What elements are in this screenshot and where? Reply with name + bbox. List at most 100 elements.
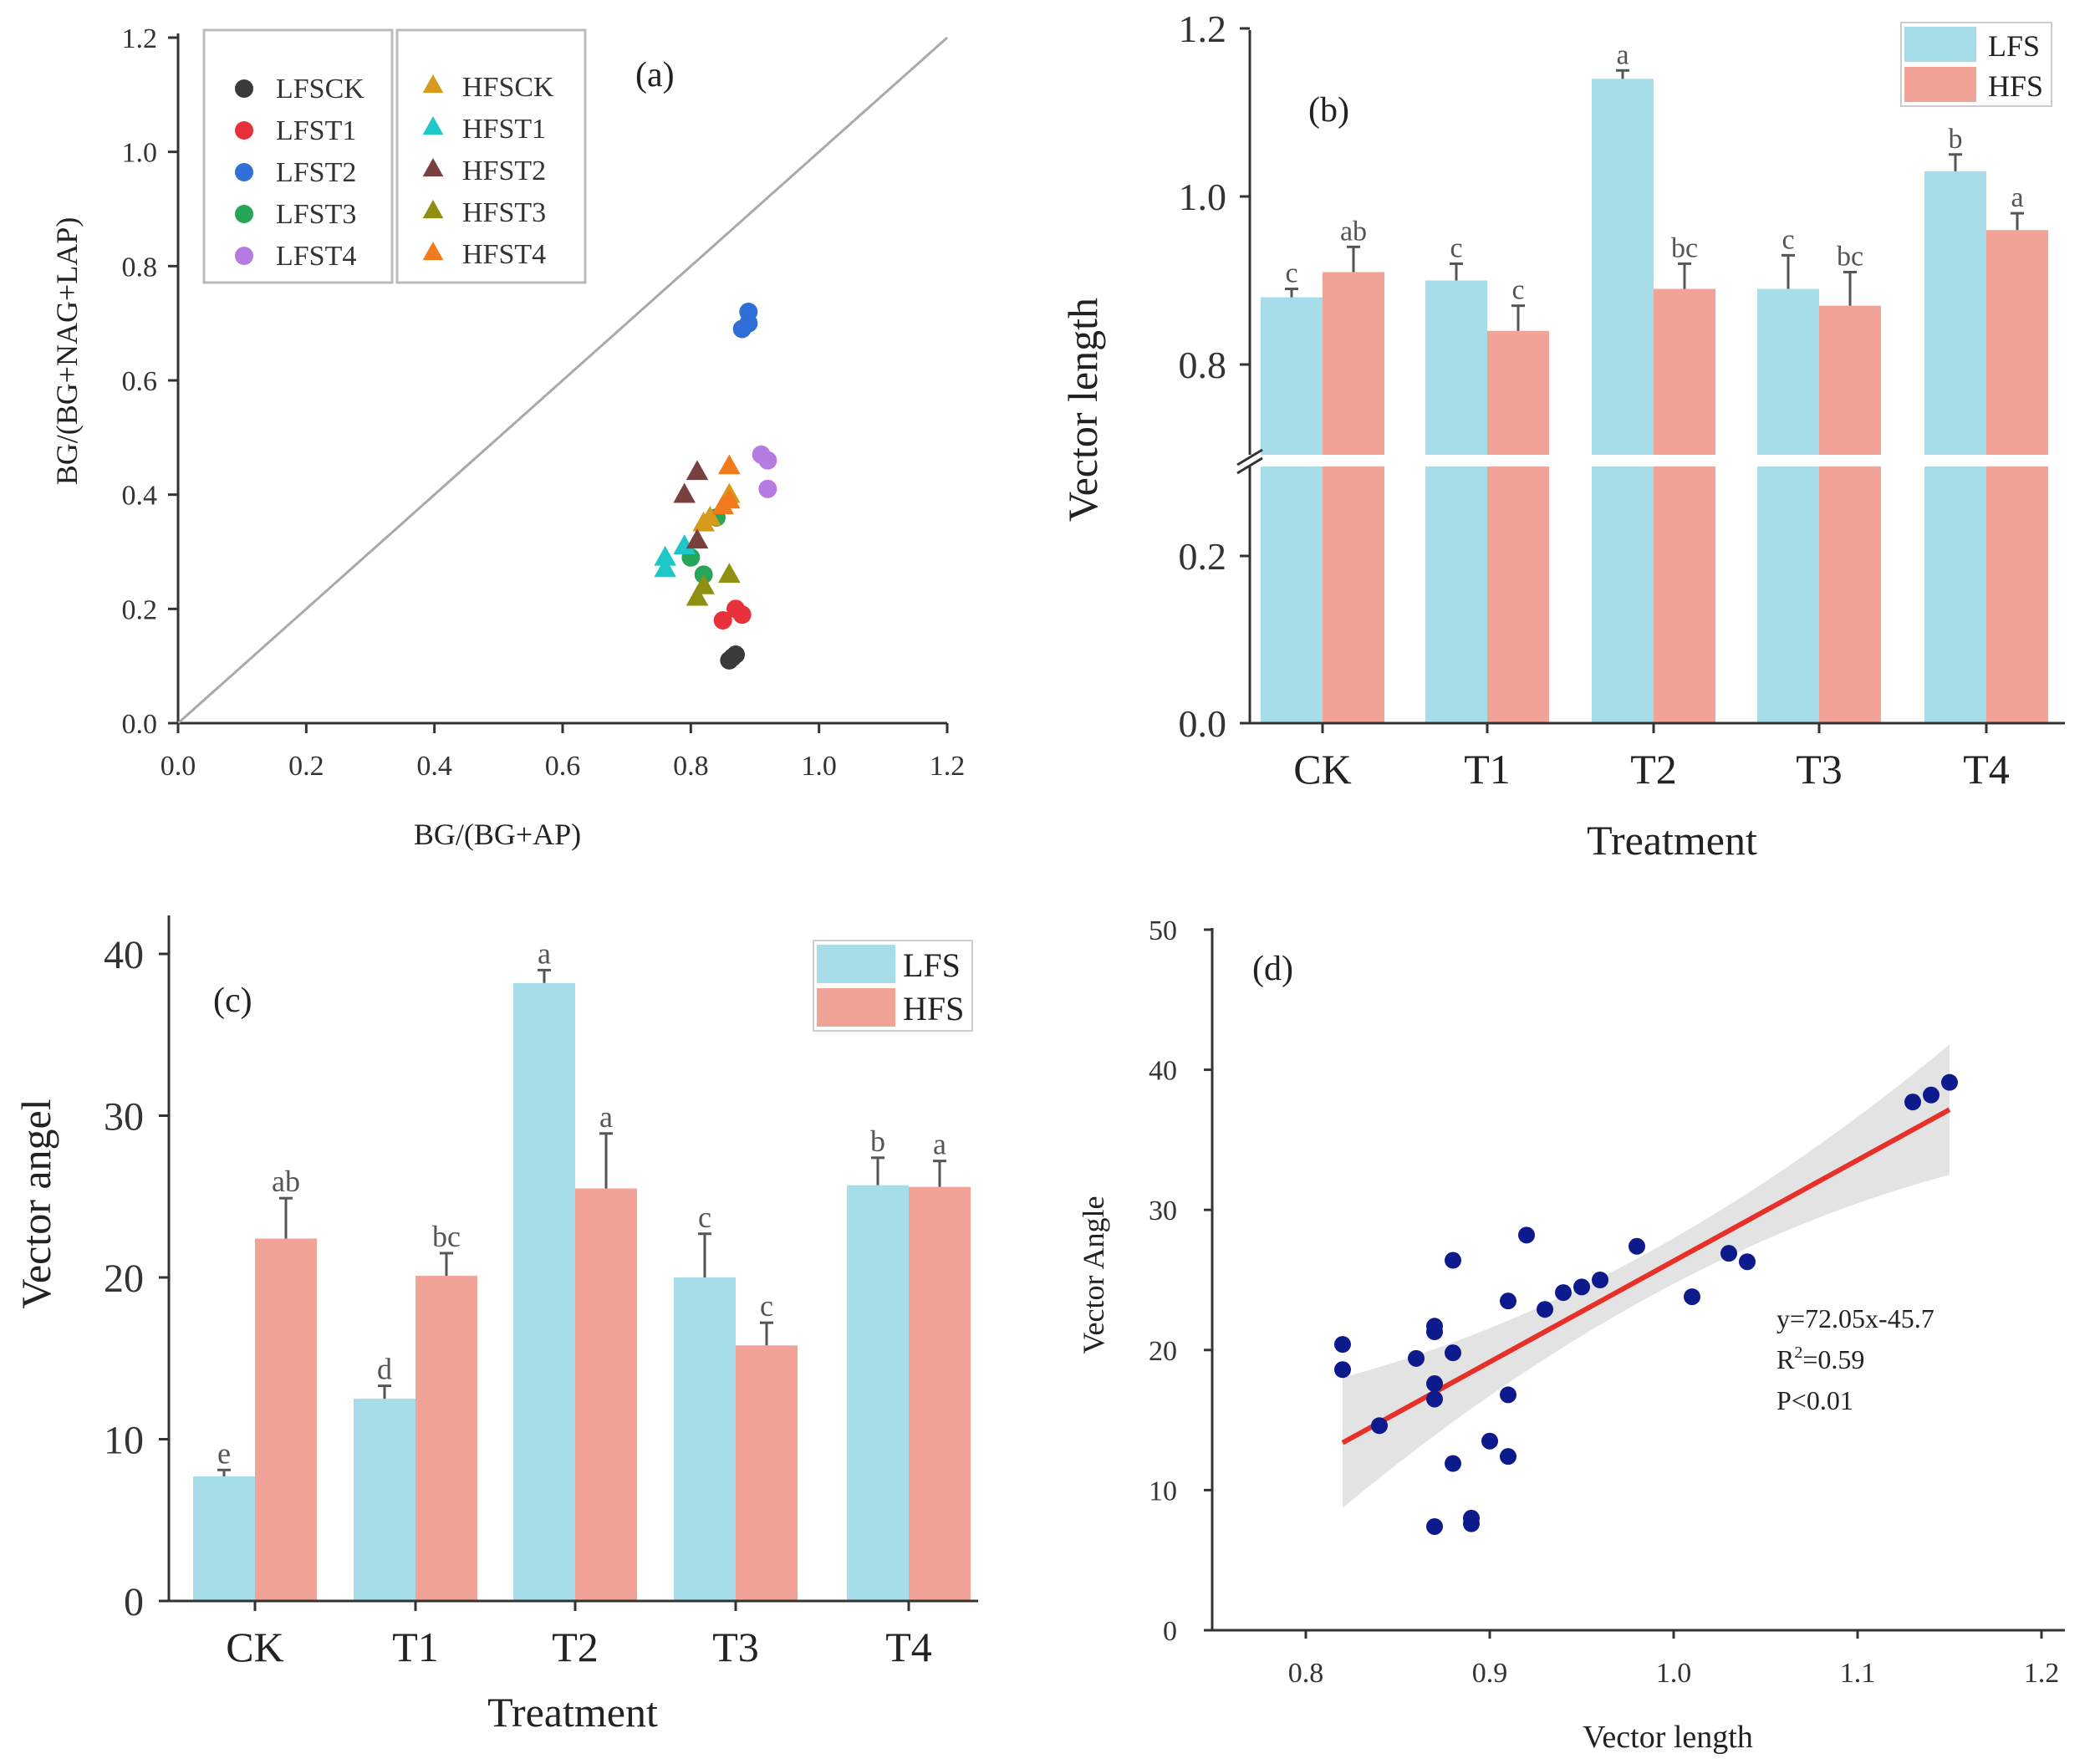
significance-letter: d — [377, 1353, 392, 1386]
legend-items: LFSCK LFST1 LFST2 LFST3 LFST4 HFSCK HFST1 HFST2… — [235, 72, 554, 272]
legend-marker-lfst1 — [235, 121, 253, 140]
panel-b-ticks: 0.8 1.0 1.2 0.0 0.2 CK T1 T2 T3 T4 — [1179, 8, 2010, 793]
data-point — [1500, 1386, 1516, 1404]
bar-hfs-ck — [1323, 272, 1384, 723]
y-tick-label: 30 — [1149, 1196, 1177, 1226]
axis-break-mark — [1236, 448, 1263, 466]
x-tick-label: 1.0 — [1656, 1658, 1692, 1689]
legend-marker-hfst2 — [422, 158, 444, 177]
panel-d-points — [1334, 1073, 1958, 1535]
significance-letter: bc — [1671, 232, 1698, 263]
significance-letter: a — [2011, 182, 2023, 213]
point-lfst4 — [758, 451, 777, 470]
data-point — [1537, 1301, 1553, 1318]
point-hfst3 — [686, 585, 709, 606]
data-point — [1720, 1245, 1737, 1262]
point-hfst4 — [718, 454, 741, 475]
legend-marker-hfsck — [422, 74, 444, 94]
panel-b-x-label: Treatment — [1587, 817, 1757, 864]
bar-lfs-t1 — [354, 1399, 415, 1601]
data-point — [1555, 1284, 1572, 1302]
x-tick-label: 0.0 — [161, 751, 196, 782]
point-hfst2 — [686, 460, 709, 481]
panel-c-x-label: Treatment — [487, 1689, 658, 1736]
legend-label-hfst3: HFST3 — [462, 197, 546, 228]
y-tick-label: 20 — [1149, 1336, 1177, 1367]
point-hfst3 — [718, 563, 741, 584]
data-point — [1481, 1432, 1498, 1450]
bar-lfs-t2 — [1592, 79, 1654, 724]
point-lfst1 — [732, 605, 752, 625]
data-point — [1334, 1336, 1351, 1354]
y-tick-label: 40 — [104, 933, 144, 977]
legend-marker-lfst4 — [235, 247, 253, 265]
legend-swatch-hfs — [817, 988, 895, 1027]
legend-label-hfst2: HFST2 — [462, 155, 546, 186]
data-point — [1445, 1455, 1461, 1472]
panel-a-label: (a) — [635, 56, 675, 94]
panel-c-bars: e ab d bc a a c c b a — [193, 936, 971, 1601]
panel-a-points — [654, 303, 777, 670]
x-tick-label: CK — [1293, 746, 1351, 793]
panel-c-ticks: 0 10 20 30 40 CK T1 T2 T3 T4 — [104, 933, 932, 1670]
bar-lfs-t4 — [847, 1185, 909, 1601]
y-tick-label: 0 — [124, 1580, 144, 1624]
bar-hfs-t4 — [909, 1186, 971, 1601]
panel-c-y-label: Vector angel — [13, 1099, 59, 1308]
panel-b-legend: LFS HFS — [1900, 22, 2052, 107]
y-tick-label: 1.2 — [1179, 8, 1227, 50]
legend-label-hfst4: HFST4 — [462, 239, 546, 270]
y-tick-label: 0.2 — [1179, 535, 1227, 578]
point-hfst2 — [686, 528, 709, 549]
y-tick-label: 0.8 — [122, 252, 158, 283]
significance-letter: bc — [1837, 241, 1863, 272]
fit-p-value: P<0.01 — [1776, 1385, 1853, 1415]
axis-break-marks — [1236, 448, 1263, 475]
x-tick-label: T1 — [1464, 746, 1511, 793]
panel-d-x-label: Vector length — [1583, 1720, 1753, 1755]
significance-letter: c — [1450, 232, 1462, 263]
legend-label-lfs: LFS — [1988, 29, 2040, 63]
significance-letter: a — [1616, 39, 1629, 70]
y-tick-label: 40 — [1149, 1056, 1177, 1087]
legend-label-lfst3: LFST3 — [276, 199, 356, 230]
regression-line — [1341, 1107, 1951, 1445]
y-tick-label: 0.0 — [1179, 702, 1227, 745]
data-point — [1904, 1094, 1921, 1111]
data-point — [1426, 1517, 1443, 1535]
legend-marker-lfsck — [235, 79, 253, 98]
significance-letter: c — [1285, 258, 1297, 289]
significance-letter: c — [1511, 275, 1524, 306]
panel-b-y-label: Vector length — [1059, 298, 1106, 522]
legend-label-lfsck: LFSCK — [276, 74, 364, 105]
y-tick-label: 10 — [1149, 1476, 1177, 1507]
bar-hfs-t3 — [1819, 305, 1881, 723]
data-point — [1941, 1073, 1958, 1091]
data-point — [1739, 1253, 1756, 1271]
data-point — [1500, 1448, 1516, 1466]
panel-c-bar-chart: e ab d bc a a c c b a 0 10 20 30 40 CK T1 T2 T3 T4 (c) Tre… — [13, 915, 978, 1736]
bar-lfs-t2 — [513, 982, 575, 1601]
y-tick-label: 0.6 — [122, 366, 158, 397]
bar-hfs-t4 — [1986, 230, 2048, 723]
y-tick-label: 1.0 — [122, 138, 158, 169]
bar-lfs-t3 — [1757, 288, 1819, 723]
significance-letter: a — [538, 936, 551, 970]
bar-lfs-ck — [1261, 297, 1323, 723]
panel-a-scatter: 0.0 0.2 0.4 0.6 0.8 1.0 1.2 0.0 0.2 0.4 0.6 0.8 1.0 1… — [50, 23, 965, 851]
axis-break-gap — [1250, 455, 2061, 466]
panel-c-legend: LFS HFS — [813, 940, 973, 1032]
panel-d-y-label: Vector Angle — [1077, 1196, 1110, 1354]
panel-d-ticks: 0.8 0.9 1.0 1.1 1.2 0 10 20 30 40 50 — [1149, 915, 2059, 1689]
significance-letter: ab — [1340, 216, 1367, 247]
significance-letter: b — [870, 1124, 885, 1158]
bar-lfs-t1 — [1425, 280, 1487, 723]
panel-a-legend: LFSCK LFST1 LFST2 LFST3 LFST4 HFSCK HFST1 HFST2… — [202, 28, 587, 284]
point-lfsck — [723, 648, 742, 667]
point-hfst1 — [654, 557, 676, 578]
legend-label-hfs: HFS — [903, 990, 964, 1027]
y-tick-label: 30 — [104, 1095, 144, 1139]
data-point — [1445, 1344, 1461, 1362]
